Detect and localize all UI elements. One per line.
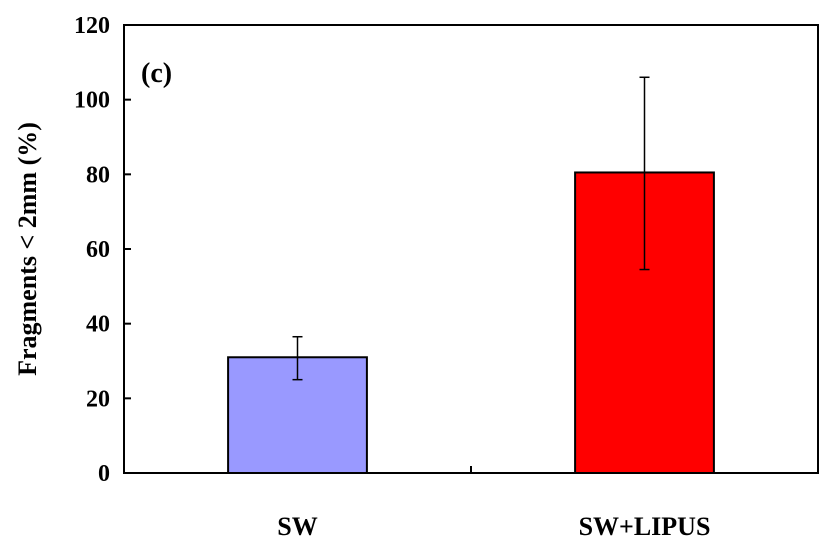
category-label: SW+LIPUS [579, 512, 711, 541]
y-axis-ticks: 0 20 40 60 80 100 120 [74, 13, 131, 487]
y-tick-label: 60 [86, 237, 110, 263]
y-tick-label: 120 [74, 13, 110, 39]
category-label: SW [277, 512, 317, 541]
y-tick-label: 0 [98, 461, 110, 487]
error-bars-group [292, 76, 650, 381]
panel-label: (c) [141, 58, 172, 89]
category-labels: SW SW+LIPUS [277, 512, 710, 541]
y-tick-label: 20 [86, 386, 110, 412]
y-tick-label: 100 [74, 88, 110, 114]
y-tick-label: 80 [86, 162, 110, 188]
y-axis-label: Fragments < 2mm (%) [13, 122, 42, 376]
y-tick-label: 40 [86, 312, 110, 338]
